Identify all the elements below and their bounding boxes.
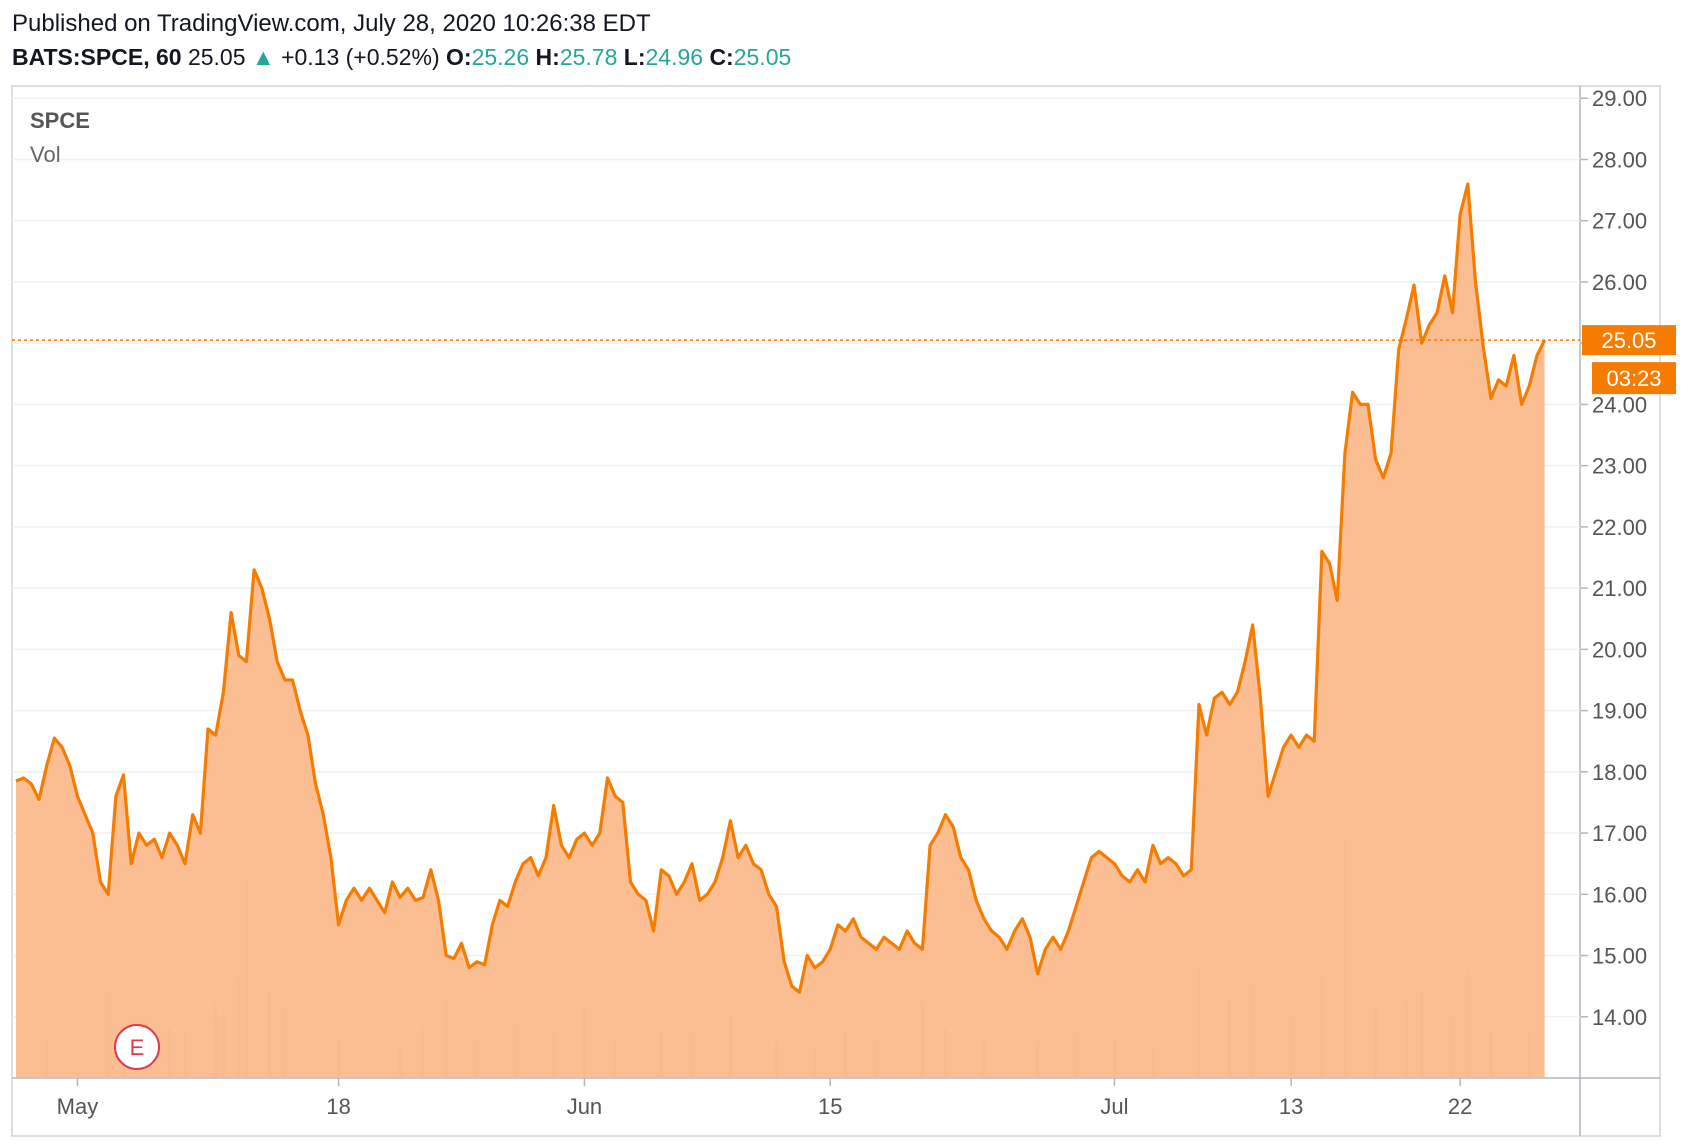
close-label: C: bbox=[709, 44, 734, 70]
x-tick-label: 13 bbox=[1279, 1094, 1303, 1119]
x-tick-label: 22 bbox=[1448, 1094, 1472, 1119]
earnings-marker-text: E bbox=[130, 1035, 145, 1060]
legend-volume: Vol bbox=[30, 142, 61, 167]
y-tick-label: 19.00 bbox=[1592, 699, 1647, 724]
countdown-tag-text: 03:23 bbox=[1606, 366, 1661, 391]
legend-symbol: SPCE bbox=[30, 108, 90, 133]
price-change: +0.13 (+0.52%) bbox=[281, 44, 440, 70]
x-tick-label: Jul bbox=[1100, 1094, 1128, 1119]
low-value: 24.96 bbox=[645, 44, 704, 70]
y-tick-label: 24.00 bbox=[1592, 392, 1647, 417]
chart-header: Published on TradingView.com, July 28, 2… bbox=[12, 8, 1672, 74]
open-label: O: bbox=[446, 44, 472, 70]
y-tick-label: 22.00 bbox=[1592, 515, 1647, 540]
y-tick-label: 20.00 bbox=[1592, 637, 1647, 662]
time-axis-labels: May 18 Jun 15 Jul 13 22 bbox=[57, 1078, 1472, 1119]
y-tick-label: 28.00 bbox=[1592, 147, 1647, 172]
countdown-tag: 03:23 bbox=[1592, 362, 1676, 395]
price-axis-labels: 14.00 15.00 16.00 17.00 18.00 19.00 20.00 21.00… bbox=[1580, 86, 1647, 1030]
high-label: H: bbox=[535, 44, 560, 70]
x-tick-label: May bbox=[57, 1094, 99, 1119]
x-tick-label: 15 bbox=[818, 1094, 842, 1119]
last-price-tag: 25.05 bbox=[1582, 325, 1676, 356]
earnings-marker[interactable]: E bbox=[114, 1024, 160, 1070]
low-label: L: bbox=[623, 44, 646, 70]
symbol-interval: BATS:SPCE, 60 bbox=[12, 44, 182, 70]
high-value: 25.78 bbox=[559, 44, 618, 70]
y-tick-label: 17.00 bbox=[1592, 821, 1647, 846]
price-area bbox=[16, 184, 1545, 1078]
y-tick-label: 23.00 bbox=[1592, 454, 1647, 479]
published-line: Published on TradingView.com, July 28, 2… bbox=[12, 10, 651, 37]
y-tick-label: 21.00 bbox=[1592, 576, 1647, 601]
price-line bbox=[15, 182, 1547, 994]
up-arrow-icon: ▲ bbox=[251, 44, 275, 70]
x-tick-label: Jun bbox=[567, 1094, 602, 1119]
y-tick-label: 26.00 bbox=[1592, 270, 1647, 295]
y-tick-label: 15.00 bbox=[1592, 944, 1647, 969]
y-tick-label: 16.00 bbox=[1592, 882, 1647, 907]
open-value: 25.26 bbox=[471, 44, 530, 70]
last-price-tag-text: 25.05 bbox=[1601, 328, 1656, 353]
close-value: 25.05 bbox=[733, 44, 792, 70]
chart-frame bbox=[11, 85, 1661, 1137]
last-price: 25.05 bbox=[187, 44, 246, 70]
quote-line: BATS:SPCE, 60 25.05 ▲ +0.13 (+0.52%) O:2… bbox=[12, 40, 1672, 74]
y-tick-label: 14.00 bbox=[1592, 1005, 1647, 1030]
y-tick-label: 27.00 bbox=[1592, 209, 1647, 234]
x-tick-label: 18 bbox=[326, 1094, 350, 1119]
y-tick-label: 18.00 bbox=[1592, 760, 1647, 785]
y-tick-label: 29.00 bbox=[1592, 86, 1647, 111]
